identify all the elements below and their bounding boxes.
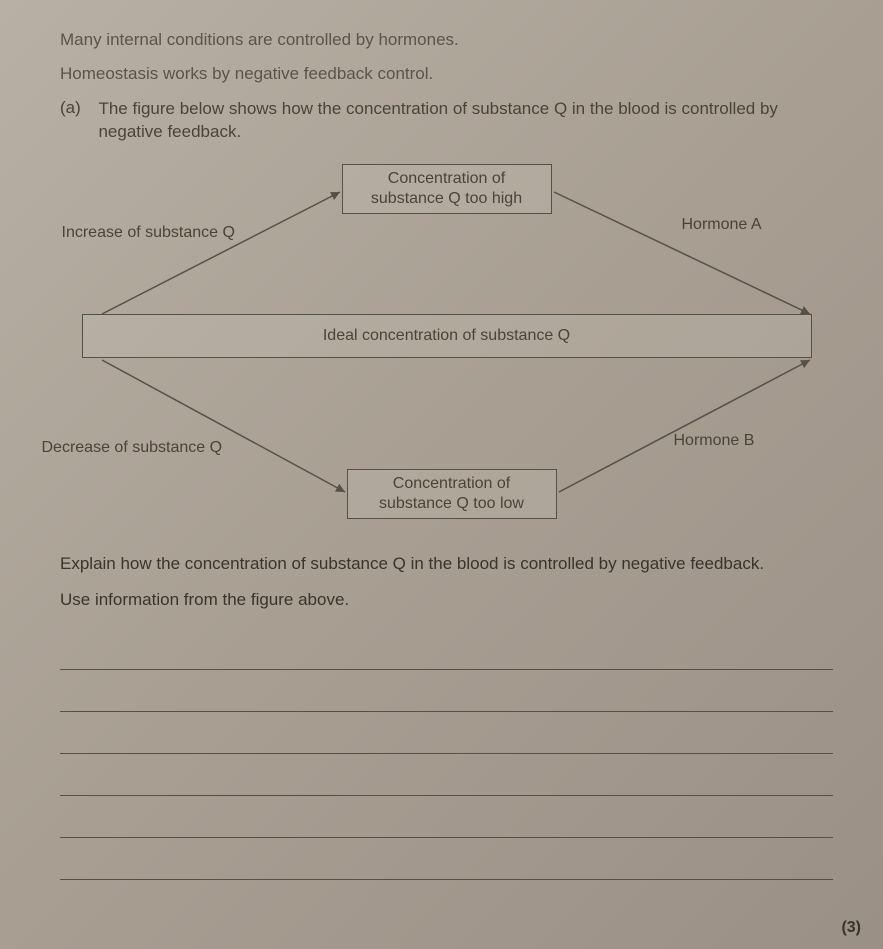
intro-line-2: Homeostasis works by negative feedback c… (60, 64, 833, 84)
answer-line[interactable] (60, 760, 833, 796)
label-hormone-b: Hormone B (674, 432, 755, 450)
part-text: The figure below shows how the concentra… (98, 98, 831, 144)
question-text: Explain how the concentration of substan… (60, 552, 833, 576)
label-increase: Increase of substance Q (62, 224, 235, 242)
answer-area[interactable] (60, 634, 833, 880)
answer-line[interactable] (60, 634, 833, 670)
box-ideal: Ideal concentration of substance Q (82, 314, 812, 358)
answer-line[interactable] (60, 676, 833, 712)
answer-line[interactable] (60, 844, 833, 880)
intro-line-1: Many internal conditions are controlled … (60, 30, 833, 50)
part-label: (a) (60, 98, 94, 118)
label-decrease: Decrease of substance Q (42, 439, 223, 457)
box-too-high: Concentration ofsubstance Q too high (342, 164, 552, 214)
answer-line[interactable] (60, 802, 833, 838)
answer-line[interactable] (60, 718, 833, 754)
feedback-diagram: Concentration ofsubstance Q too high Ide… (62, 164, 832, 534)
label-hormone-a: Hormone A (682, 216, 762, 234)
box-too-low: Concentration ofsubstance Q too low (347, 469, 557, 519)
question-sub: Use information from the figure above. (60, 590, 833, 610)
marks-label: (3) (841, 919, 861, 937)
